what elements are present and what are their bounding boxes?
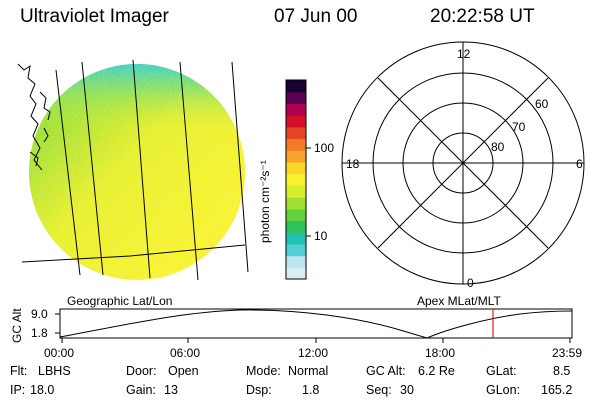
dsp-value: 1.8: [302, 383, 320, 397]
polar-diagonal-2: [377, 77, 549, 249]
uv-earth-disk: [29, 64, 245, 280]
colorbar-band: [286, 185, 306, 198]
colorbar-band: [286, 161, 306, 175]
colorbar-frame: [285, 79, 307, 280]
mlt-label-0: 0: [467, 276, 474, 290]
mlt-label-12: 12: [457, 47, 471, 61]
glon-label: GLon:: [486, 383, 521, 397]
colorbar-band: [286, 138, 306, 151]
altitude-ytick-label-top: 9.0: [31, 307, 48, 321]
altitude-xtick-label: 12:00: [298, 346, 329, 360]
mlt-label-6: 6: [576, 157, 583, 171]
colorbar-unit-label: photon cm⁻²s⁻¹: [258, 160, 272, 243]
image-time: 20:22:58 UT: [430, 6, 535, 27]
colorbar-band: [286, 91, 306, 105]
altitude-xtick-label: 06:00: [170, 346, 201, 360]
colorbar-band: [286, 197, 306, 210]
polar-panel-caption: Apex MLat/MLT: [417, 294, 501, 308]
globe-panel-caption: Geographic Lat/Lon: [67, 294, 173, 308]
flt-value: LBHS: [38, 364, 71, 378]
altitude-ylabel: GC Alt: [10, 308, 24, 343]
seq-label: Seq:: [366, 383, 392, 397]
glat-value: 8.5: [553, 364, 571, 378]
dsp-label: Dsp:: [246, 383, 272, 397]
gc-alt-value: 6.2 Re: [418, 364, 455, 378]
altitude-ytick-label-bottom: 1.8: [31, 326, 48, 340]
colorbar-band: [286, 208, 306, 222]
mode-value: Normal: [288, 364, 329, 378]
mlt-label-18: 18: [346, 157, 360, 171]
mode-label: Mode:: [246, 364, 281, 378]
polar-dial: [341, 41, 585, 285]
colorbar-band: [286, 232, 306, 245]
colorbar-label-100: 100: [314, 141, 335, 155]
altitude-plot: [55, 308, 573, 343]
image-title: Ultraviolet Imager: [20, 6, 169, 27]
altitude-xtick-label: 00:00: [44, 346, 75, 360]
colorbar-band: [286, 267, 306, 280]
colorbar-band: [286, 115, 306, 128]
altitude-xtick-label: 18:00: [425, 346, 456, 360]
colorbar-band: [286, 173, 306, 186]
altitude-xtick-label: 23:59: [552, 346, 583, 360]
glon-value: 165.2: [541, 383, 573, 397]
colorbar: [286, 80, 306, 280]
gain-label: Gain:: [126, 383, 156, 397]
seq-value: 30: [400, 383, 414, 397]
ip-value: 18.0: [30, 383, 55, 397]
mlat-label-60: 60: [535, 97, 549, 111]
colorbar-band: [286, 255, 306, 268]
door-label: Door:: [126, 364, 157, 378]
ip-label: IP:: [10, 383, 26, 397]
colorbar-band: [286, 243, 306, 257]
flt-label: Flt:: [10, 364, 28, 378]
colorbar-band: [286, 103, 306, 116]
mlat-label-70: 70: [512, 120, 526, 134]
colorbar-band: [286, 150, 306, 163]
gain-value: 13: [164, 383, 178, 397]
colorbar-band: [286, 80, 306, 93]
image-date: 07 Jun 00: [274, 6, 358, 27]
altitude-orbit-curve: [59, 309, 573, 339]
colorbar-band: [286, 126, 306, 140]
glat-label: GLat:: [486, 364, 517, 378]
colorbar-label-10: 10: [314, 229, 328, 243]
longitude-grid-lines: [21, 59, 249, 281]
door-value: Open: [168, 364, 199, 378]
gc-alt-label: GC Alt:: [366, 364, 406, 378]
colorbar-band: [286, 220, 306, 233]
mlat-label-80: 80: [491, 140, 505, 154]
coastline-outline: [17, 63, 51, 171]
